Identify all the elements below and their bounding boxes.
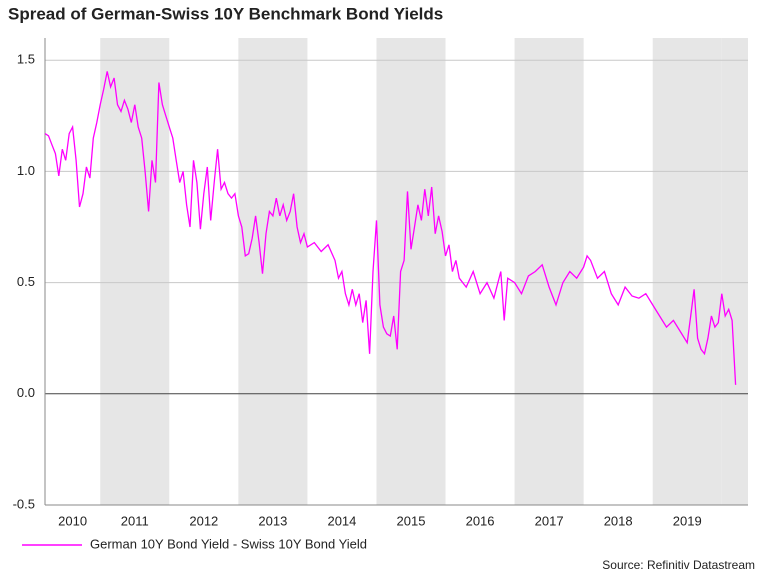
year-bands bbox=[100, 38, 748, 505]
x-tick-label: 2018 bbox=[604, 513, 633, 528]
x-tick-label: 2017 bbox=[535, 513, 564, 528]
y-tick-label: 0.5 bbox=[17, 274, 35, 289]
x-tick-label: 2019 bbox=[673, 513, 702, 528]
x-tick-label: 2016 bbox=[466, 513, 495, 528]
year-band bbox=[721, 38, 748, 505]
year-band bbox=[652, 38, 722, 505]
y-tick-label: 1.0 bbox=[17, 163, 35, 178]
x-tick-label: 2011 bbox=[121, 513, 149, 528]
x-tick-label: 2012 bbox=[189, 513, 218, 528]
chart-title: Spread of German-Swiss 10Y Benchmark Bon… bbox=[8, 4, 443, 23]
x-tick-label: 2013 bbox=[258, 513, 287, 528]
y-tick-label: 0.0 bbox=[17, 385, 35, 400]
source: Source: Refinitiv Datastream bbox=[602, 558, 755, 572]
x-tick-label: 2015 bbox=[397, 513, 426, 528]
year-band bbox=[376, 38, 446, 505]
x-tick-label: 2010 bbox=[58, 513, 87, 528]
legend-label: German 10Y Bond Yield - Swiss 10Y Bond Y… bbox=[90, 536, 367, 551]
x-tick-label: 2014 bbox=[327, 513, 356, 528]
y-tick-label: -0.5 bbox=[13, 496, 35, 511]
year-band bbox=[238, 38, 308, 505]
year-band bbox=[514, 38, 584, 505]
y-tick-label: 1.5 bbox=[17, 52, 35, 67]
data-line bbox=[44, 71, 737, 385]
